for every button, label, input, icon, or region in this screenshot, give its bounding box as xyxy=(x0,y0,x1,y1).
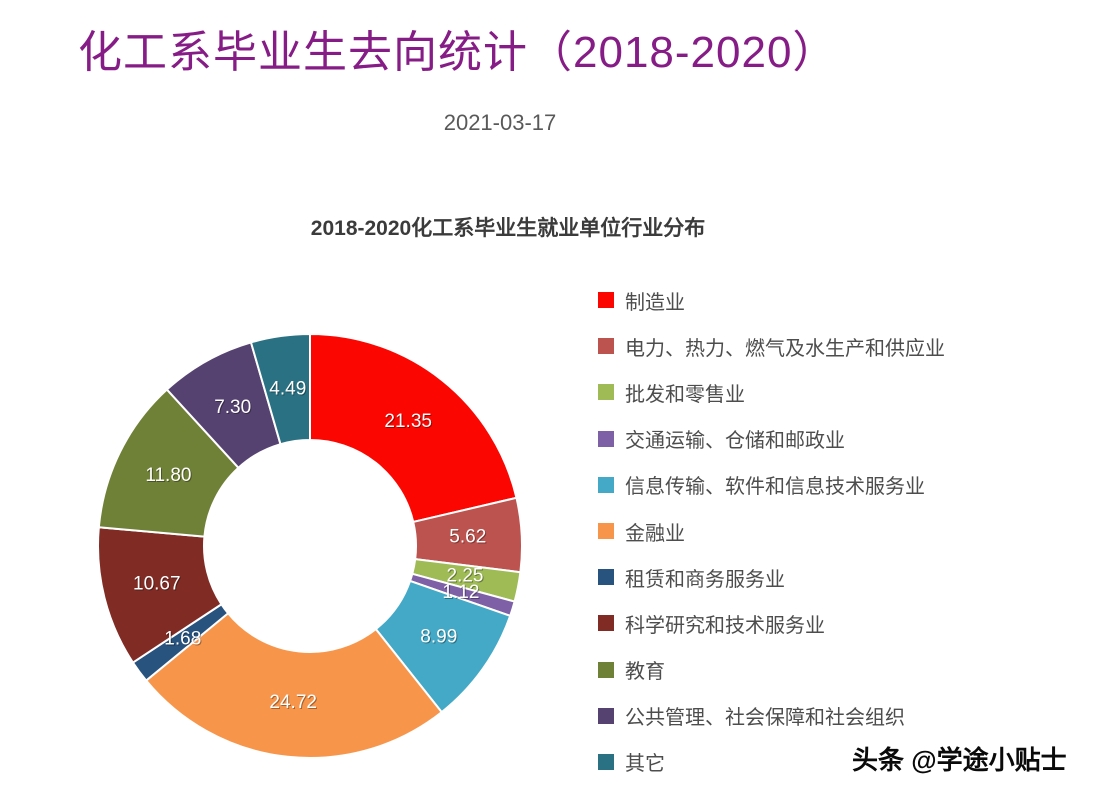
legend-item-0: 制造业 xyxy=(598,277,945,323)
pie-slice-0 xyxy=(309,333,518,523)
legend-label: 其它 xyxy=(625,753,665,776)
legend-label: 科学研究和技术服务业 xyxy=(625,614,825,637)
slice-value-shadow-8: 11.80 xyxy=(146,466,192,487)
publish-date: 2021-03-17 xyxy=(443,110,557,135)
legend-item-6: 租赁和商务服务业 xyxy=(598,554,945,600)
legend-label: 批发和零售业 xyxy=(625,383,745,406)
legend-label: 交通运输、仓储和邮政业 xyxy=(625,430,845,453)
legend-item-4: 信息传输、软件和信息技术服务业 xyxy=(598,462,945,508)
pie-slice-5 xyxy=(145,612,443,760)
legend-item-10: 其它 xyxy=(598,739,945,785)
legend-item-8: 教育 xyxy=(598,647,945,693)
legend-label: 教育 xyxy=(625,661,665,684)
slice-value-shadow-2: 2.25 xyxy=(448,567,485,588)
legend-item-9: 公共管理、社会保障和社会组织 xyxy=(598,693,945,739)
slice-value-label-1: 5.62 xyxy=(449,527,486,548)
donut-chart: 21.3521.355.625.622.252.251.121.128.998.… xyxy=(97,333,523,760)
legend-swatch-icon xyxy=(598,753,614,770)
slice-value-shadow-9: 7.30 xyxy=(215,398,252,419)
legend-swatch-icon xyxy=(598,338,614,355)
slice-value-label-6: 1.68 xyxy=(164,629,201,650)
slice-value-label-3: 1.12 xyxy=(442,582,479,603)
slice-value-shadow-10: 4.49 xyxy=(270,380,307,401)
legend-item-3: 交通运输、仓储和邮政业 xyxy=(598,416,945,462)
legend-swatch-icon xyxy=(598,476,614,493)
slice-value-label-9: 7.30 xyxy=(214,397,251,418)
legend-label: 租赁和商务服务业 xyxy=(625,568,785,591)
watermark: 头条 @学途小贴士 xyxy=(852,745,1067,775)
slice-value-shadow-4: 8.99 xyxy=(421,628,458,649)
legend-swatch-icon xyxy=(598,615,614,632)
legend-label: 信息传输、软件和信息技术服务业 xyxy=(625,476,925,499)
slice-value-label-2: 2.25 xyxy=(447,566,484,587)
slice-value-shadow-6: 1.68 xyxy=(165,630,202,651)
slice-value-shadow-1: 5.62 xyxy=(450,528,487,549)
slice-value-label-4: 8.99 xyxy=(420,627,457,648)
slice-value-label-8: 11.80 xyxy=(145,465,191,486)
legend-label: 制造业 xyxy=(625,291,685,314)
legend-label: 金融业 xyxy=(625,522,685,545)
page-title: 化工系毕业生去向统计（2018-2020） xyxy=(78,28,838,77)
slice-value-shadow-0: 21.35 xyxy=(385,412,433,433)
legend-swatch-icon xyxy=(598,523,614,540)
legend-swatch-icon xyxy=(598,661,614,678)
legend-swatch-icon xyxy=(598,430,614,447)
legend-label: 公共管理、社会保障和社会组织 xyxy=(625,707,905,730)
slice-value-label-5: 24.72 xyxy=(269,692,317,713)
legend-item-5: 金融业 xyxy=(598,508,945,554)
legend-swatch-icon xyxy=(598,569,614,586)
legend-label: 电力、热力、燃气及水生产和供应业 xyxy=(625,337,945,360)
legend-item-2: 批发和零售业 xyxy=(598,369,945,415)
pie-slice-10 xyxy=(249,333,311,446)
slice-value-shadow-5: 24.72 xyxy=(270,693,318,714)
slice-value-label-0: 21.35 xyxy=(384,411,432,432)
slice-value-label-7: 10.67 xyxy=(133,574,181,595)
legend-swatch-icon xyxy=(598,384,614,401)
chart-legend: 制造业电力、热力、燃气及水生产和供应业 批发和零售业交通运输、仓储和邮政业信息传输… xyxy=(598,277,945,785)
legend-swatch-icon xyxy=(598,707,614,724)
chart-title: 2018-2020化工系毕业生就业单位行业分布 xyxy=(310,217,706,240)
legend-swatch-icon xyxy=(598,292,614,309)
slice-value-shadow-7: 10.67 xyxy=(134,575,182,596)
slice-value-label-10: 4.49 xyxy=(269,379,306,400)
legend-item-1: 电力、热力、燃气及水生产和供应业 xyxy=(598,323,945,369)
slice-value-shadow-3: 1.12 xyxy=(443,583,480,604)
legend-item-7: 科学研究和技术服务业 xyxy=(598,600,945,646)
